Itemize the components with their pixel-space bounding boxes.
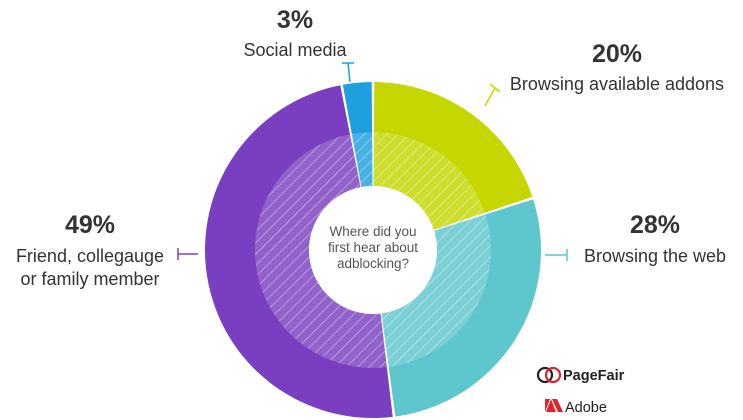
leader-line-social bbox=[347, 62, 351, 83]
value-label-web: 28% bbox=[630, 211, 680, 239]
center-hole bbox=[309, 186, 437, 314]
pagefair-logo: PageFair bbox=[536, 366, 625, 384]
slice-inner-social bbox=[351, 132, 373, 188]
adobe-mark-icon bbox=[545, 399, 563, 412]
pagefair-logo-text: PageFair bbox=[563, 368, 625, 384]
slice-inner-web bbox=[381, 214, 492, 367]
category-label-addons: Browsing available addons bbox=[510, 74, 724, 94]
value-label-addons: 20% bbox=[592, 40, 642, 68]
adobe-logo-text: Adobe bbox=[565, 400, 607, 416]
center-question-line: Where did you bbox=[329, 224, 416, 239]
inner-ring-layer bbox=[255, 132, 492, 368]
slice-inner-friend bbox=[255, 134, 387, 368]
leader-tick-addons bbox=[489, 83, 501, 93]
category-label-friend: Friend, collegauge bbox=[16, 246, 164, 266]
center-question-line: first hear about bbox=[328, 240, 418, 255]
leader-line-addons bbox=[484, 87, 496, 107]
adobe-logo: Adobe bbox=[545, 399, 607, 416]
labels-layer: 20% Browsing available addons 28% Browsing … bbox=[16, 6, 726, 289]
category-label-friend: or family member bbox=[20, 269, 159, 289]
category-label-social: Social media bbox=[243, 40, 347, 60]
pagefair-mark-icon bbox=[536, 366, 562, 384]
slice-inner-addons bbox=[373, 132, 485, 230]
category-label-web: Browsing the web bbox=[584, 246, 726, 266]
value-label-social: 3% bbox=[277, 6, 313, 34]
center-question: Where did you first hear about adblocking? bbox=[328, 224, 418, 271]
center-question-line: adblocking? bbox=[337, 256, 409, 271]
value-label-friend: 49% bbox=[65, 211, 115, 239]
